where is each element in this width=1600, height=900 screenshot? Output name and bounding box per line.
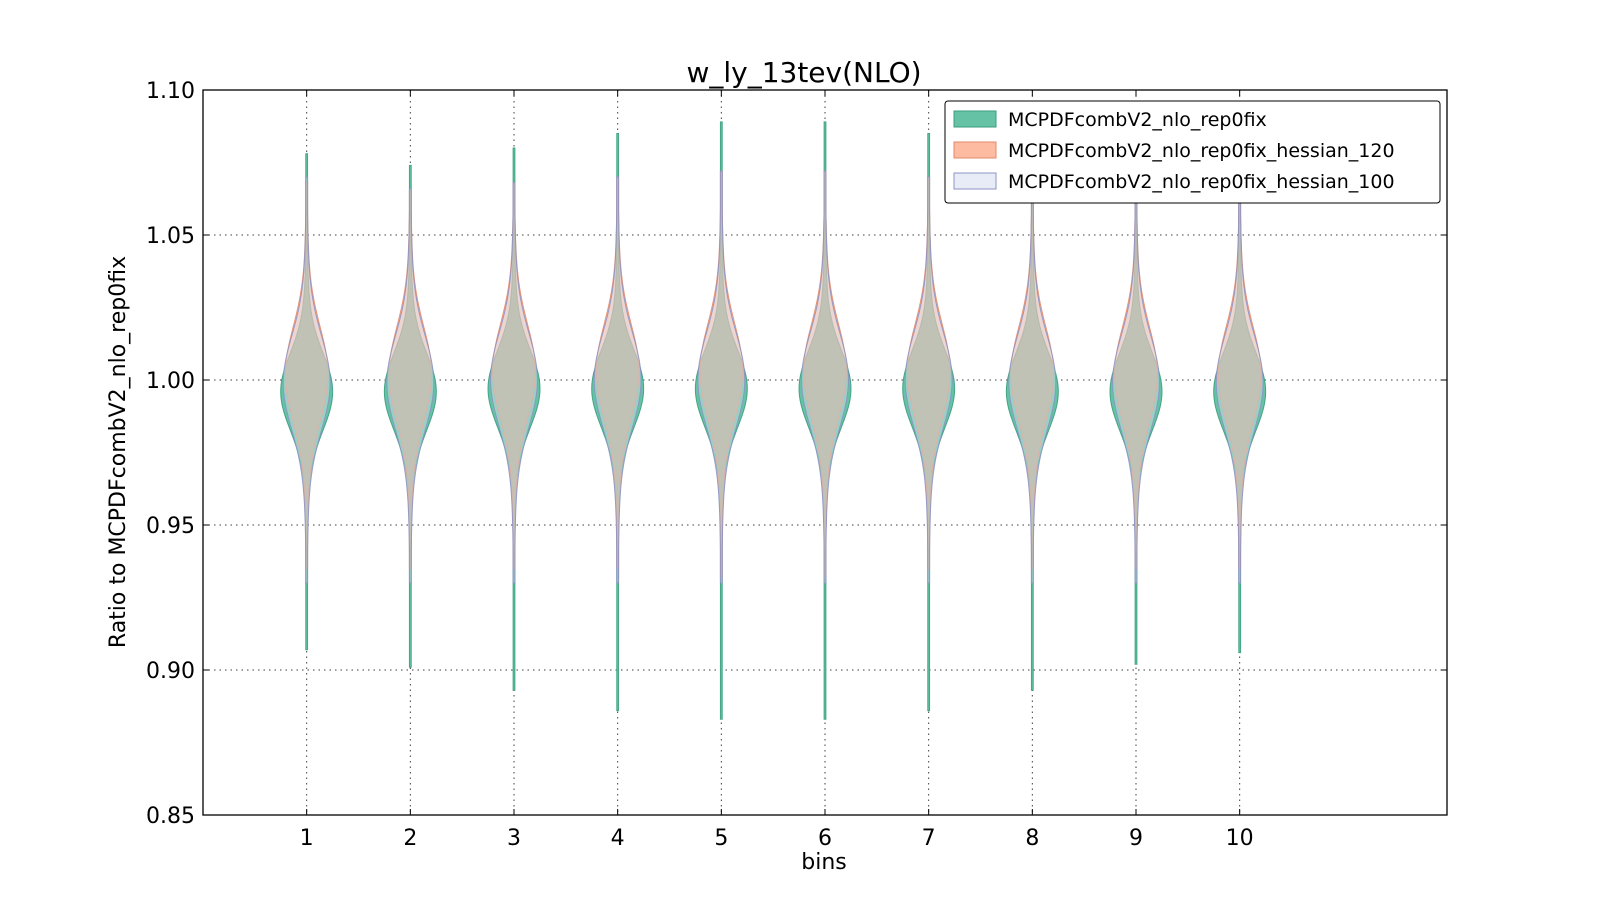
chart-title: w_ly_13tev(NLO) [686,56,921,89]
legend-swatch [953,141,997,159]
y-tick-label: 1.10 [146,79,195,104]
legend-label: MCPDFcombV2_nlo_rep0fix [1008,109,1267,131]
x-tick-label: 3 [507,826,521,851]
violin-series-3 [282,170,1264,584]
y-axis-label: Ratio to MCPDFcombV2_nlo_rep0fix [106,256,131,648]
violin-bin-7 [904,176,953,584]
x-tick-label: 4 [611,826,625,851]
x-tick-label: 5 [714,826,728,851]
axis-ticks: 1 2 3 4 5 6 7 8 9 10 0.85 0.90 0.95 1.00 1.05 1.10 [146,79,1447,851]
y-tick-label: 0.85 [146,804,195,829]
violin-bin-10 [1215,188,1264,584]
violins-layer [280,121,1267,720]
x-tick-label: 8 [1025,826,1039,851]
x-tick-label: 6 [818,826,832,851]
violin-series-1 [280,121,1267,720]
violin-bin-8 [1008,188,1057,584]
violin-bin-5 [697,170,746,584]
y-tick-label: 1.00 [146,369,195,394]
legend-label: MCPDFcombV2_nlo_rep0fix_hessian_120 [1008,140,1395,162]
legend-swatch [953,110,997,128]
x-tick-label: 10 [1226,826,1254,851]
y-tick-label: 0.90 [146,659,195,684]
x-axis-label: bins [801,850,846,875]
violin-bin-6 [801,170,849,584]
legend: MCPDFcombV2_nlo_rep0fix MCPDFcombV2_nlo_r… [944,100,1441,204]
y-tick-label: 0.95 [146,514,195,539]
legend-swatch [953,172,997,190]
legend-label: MCPDFcombV2_nlo_rep0fix_hessian_100 [1008,171,1395,193]
legend-frame [944,100,1441,204]
x-tick-label: 2 [403,826,417,851]
violin-bin-1 [282,176,331,584]
violin-bin-2 [386,188,435,584]
x-tick-label: 7 [922,826,936,851]
violin-bin-9 [1112,193,1160,584]
x-tick-label: 9 [1129,826,1143,851]
violin-bin-3 [490,182,538,584]
y-tick-label: 1.05 [146,224,195,249]
violin-bin-4 [593,176,642,584]
x-tick-label: 1 [300,826,314,851]
